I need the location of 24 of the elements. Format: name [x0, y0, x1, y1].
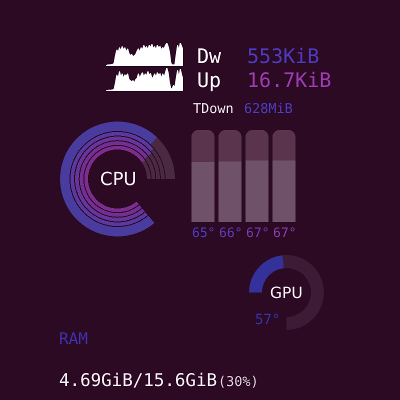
bar	[218, 161, 242, 222]
bar	[246, 130, 268, 160]
text: 57°	[255, 312, 280, 328]
text: 4.69GiB/15.6GiB	[59, 371, 218, 391]
series-label: Up	[197, 68, 222, 92]
bar	[272, 160, 296, 222]
text: CPU	[100, 169, 137, 190]
bar	[272, 130, 296, 160]
bar	[246, 160, 268, 222]
text: 16.7KiB	[247, 68, 332, 92]
text: (30%)	[218, 374, 259, 390]
text: 553KiB	[247, 44, 320, 68]
bar	[192, 130, 214, 162]
bar	[192, 162, 214, 222]
data-label: 65°	[192, 226, 216, 241]
bar	[218, 130, 242, 162]
data-label: 67°	[246, 226, 270, 241]
data-label: 67°	[273, 226, 296, 241]
text: RAM	[59, 329, 88, 348]
text: 628MiB	[244, 101, 293, 117]
text: GPU	[270, 284, 303, 302]
text: TDown	[193, 101, 234, 117]
series-label: Dw	[197, 44, 222, 68]
data-label: 66°	[219, 226, 242, 241]
